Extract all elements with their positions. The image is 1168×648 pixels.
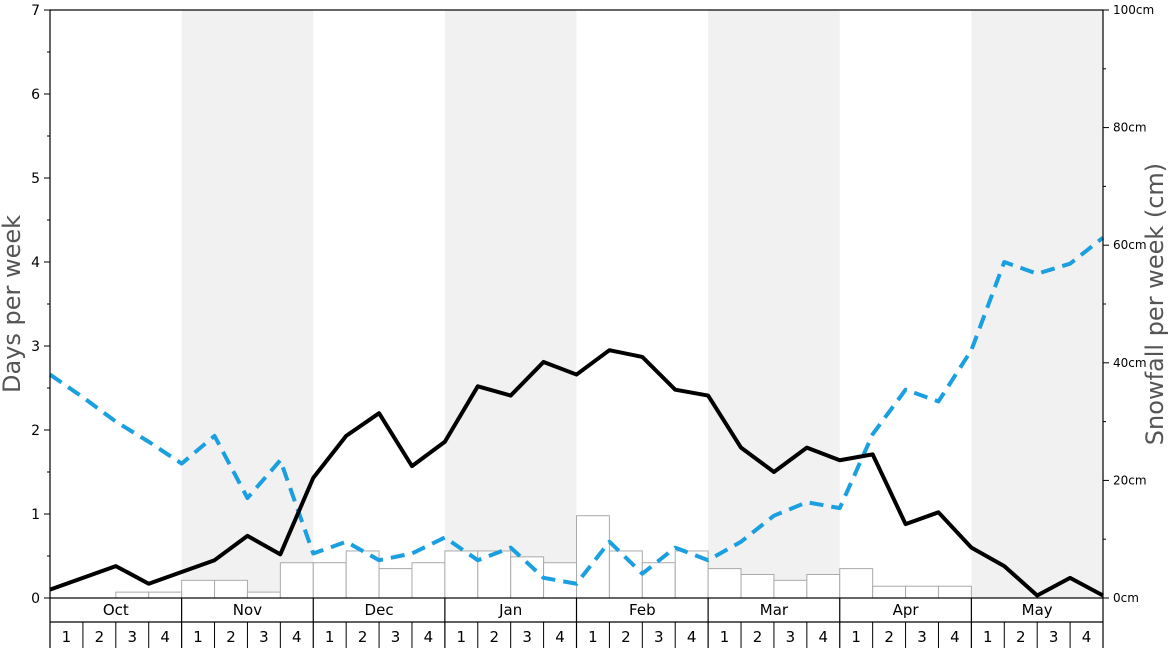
month-shading: [182, 10, 1103, 598]
week-label: 1: [720, 628, 730, 646]
week-label: 1: [193, 628, 203, 646]
left-tick-label: 7: [31, 3, 40, 19]
week-label: 2: [95, 628, 105, 646]
week-label: 2: [226, 628, 236, 646]
month-label: Apr: [893, 601, 920, 619]
month-label: Feb: [629, 601, 656, 619]
snowfall-bar: [840, 569, 873, 598]
week-label: 3: [391, 628, 401, 646]
month-labels: Oct Nov Dec Jan Feb Mar Apr May: [50, 598, 1103, 648]
week-label: 4: [687, 628, 697, 646]
week-label: 3: [786, 628, 796, 646]
week-label: 3: [259, 628, 269, 646]
month-label: Jan: [498, 601, 522, 619]
snowfall-bar: [247, 592, 280, 598]
month-shade-may: [971, 10, 1103, 598]
week-label: 4: [424, 628, 434, 646]
right-tick-label: 0cm: [1113, 591, 1139, 605]
week-label: 2: [753, 628, 763, 646]
right-tick-label: 20cm: [1113, 473, 1147, 487]
week-label: 1: [62, 628, 72, 646]
snowfall-bar: [379, 569, 412, 598]
snowfall-bar: [741, 574, 774, 598]
snowfall-bar: [938, 586, 971, 598]
snowfall-bar: [182, 580, 215, 598]
snowfall-bar: [873, 586, 906, 598]
month-label: Nov: [233, 601, 262, 619]
week-label: 2: [489, 628, 499, 646]
week-label: 4: [1082, 628, 1092, 646]
month-label: Dec: [365, 601, 394, 619]
week-label: 4: [819, 628, 829, 646]
left-tick-label: 2: [31, 423, 40, 439]
right-tick-label: 100cm: [1113, 3, 1154, 17]
month-shade-jan: [445, 10, 577, 598]
week-label: 3: [522, 628, 532, 646]
week-label: 2: [358, 628, 368, 646]
week-label: 3: [917, 628, 927, 646]
week-label: 4: [950, 628, 960, 646]
week-label: 4: [160, 628, 170, 646]
snowfall-bar: [577, 516, 610, 598]
week-label: 2: [1016, 628, 1026, 646]
y-axis-right-label: Snowfall per week (cm): [1141, 163, 1168, 445]
left-tick-label: 0: [31, 591, 40, 607]
snowfall-bar: [478, 551, 511, 598]
week-label: 3: [127, 628, 137, 646]
left-tick-label: 6: [31, 87, 40, 103]
week-label: 1: [457, 628, 467, 646]
snowfall-bar: [807, 574, 840, 598]
left-tick-label: 5: [31, 171, 40, 187]
week-label: 3: [654, 628, 664, 646]
month-shade-nov: [182, 10, 314, 598]
month-label: May: [1022, 601, 1053, 619]
snowfall-bar: [215, 580, 248, 598]
week-label: 1: [325, 628, 335, 646]
week-label: 2: [621, 628, 631, 646]
month-label: Oct: [103, 601, 129, 619]
left-axis-ticks: 0 1 2 3 4 5 6 7: [31, 3, 50, 607]
week-label: 4: [555, 628, 565, 646]
snowfall-bar: [412, 563, 445, 598]
week-label: 1: [588, 628, 598, 646]
snowfall-bar: [708, 569, 741, 598]
snowfall-bar: [149, 592, 182, 598]
y-axis-left-label: Days per week: [0, 215, 26, 393]
right-tick-label: 80cm: [1113, 121, 1147, 135]
month-shade-mar: [708, 10, 840, 598]
snowfall-bar: [313, 563, 346, 598]
left-tick-label: 3: [31, 339, 40, 355]
left-tick-label: 4: [31, 255, 40, 271]
snowfall-bar: [116, 592, 149, 598]
week-label: 1: [851, 628, 861, 646]
week-label: 3: [1049, 628, 1059, 646]
week-label: 4: [292, 628, 302, 646]
week-label: 2: [884, 628, 894, 646]
snowfall-bar: [906, 586, 939, 598]
snowfall-bar: [280, 563, 313, 598]
month-label: Mar: [760, 601, 789, 619]
week-label: 1: [983, 628, 993, 646]
snowfall-bar: [774, 580, 807, 598]
left-tick-label: 1: [31, 507, 40, 523]
